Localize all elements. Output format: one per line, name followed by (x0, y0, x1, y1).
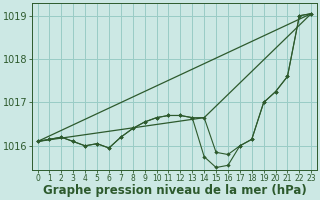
Point (94, 142, 100, 145)
Point (261, 101, 266, 104)
Point (225, 164, 230, 167)
Point (237, 144, 243, 147)
Point (213, 166, 219, 169)
Point (71, 140, 76, 143)
Point (178, 114, 183, 117)
Point (154, 116, 159, 119)
Point (71, 140, 76, 143)
Point (309, 12, 314, 15)
Point (213, 151, 219, 154)
Point (309, 12, 314, 15)
Point (59, 136, 64, 139)
Point (202, 155, 207, 158)
Point (166, 114, 171, 117)
Point (225, 153, 230, 156)
Point (166, 114, 171, 117)
Point (130, 127, 135, 130)
Point (35, 140, 40, 143)
Point (47, 138, 52, 141)
Point (261, 101, 266, 104)
Point (273, 90, 278, 93)
Point (154, 116, 159, 119)
Point (237, 144, 243, 147)
Point (106, 146, 111, 150)
Point (273, 90, 278, 93)
Point (190, 116, 195, 119)
Point (106, 146, 111, 150)
Point (297, 14, 302, 17)
Point (94, 142, 100, 145)
Point (249, 138, 254, 141)
Point (297, 14, 302, 17)
Point (202, 116, 207, 119)
Point (178, 114, 183, 117)
Point (142, 120, 147, 124)
Point (190, 116, 195, 119)
Point (118, 136, 124, 139)
Point (285, 75, 290, 78)
Point (83, 144, 88, 147)
X-axis label: Graphe pression niveau de la mer (hPa): Graphe pression niveau de la mer (hPa) (43, 184, 306, 197)
Point (35, 140, 40, 143)
Point (47, 138, 52, 141)
Point (118, 136, 124, 139)
Point (142, 120, 147, 124)
Point (130, 127, 135, 130)
Point (83, 144, 88, 147)
Point (59, 136, 64, 139)
Point (249, 138, 254, 141)
Point (285, 75, 290, 78)
